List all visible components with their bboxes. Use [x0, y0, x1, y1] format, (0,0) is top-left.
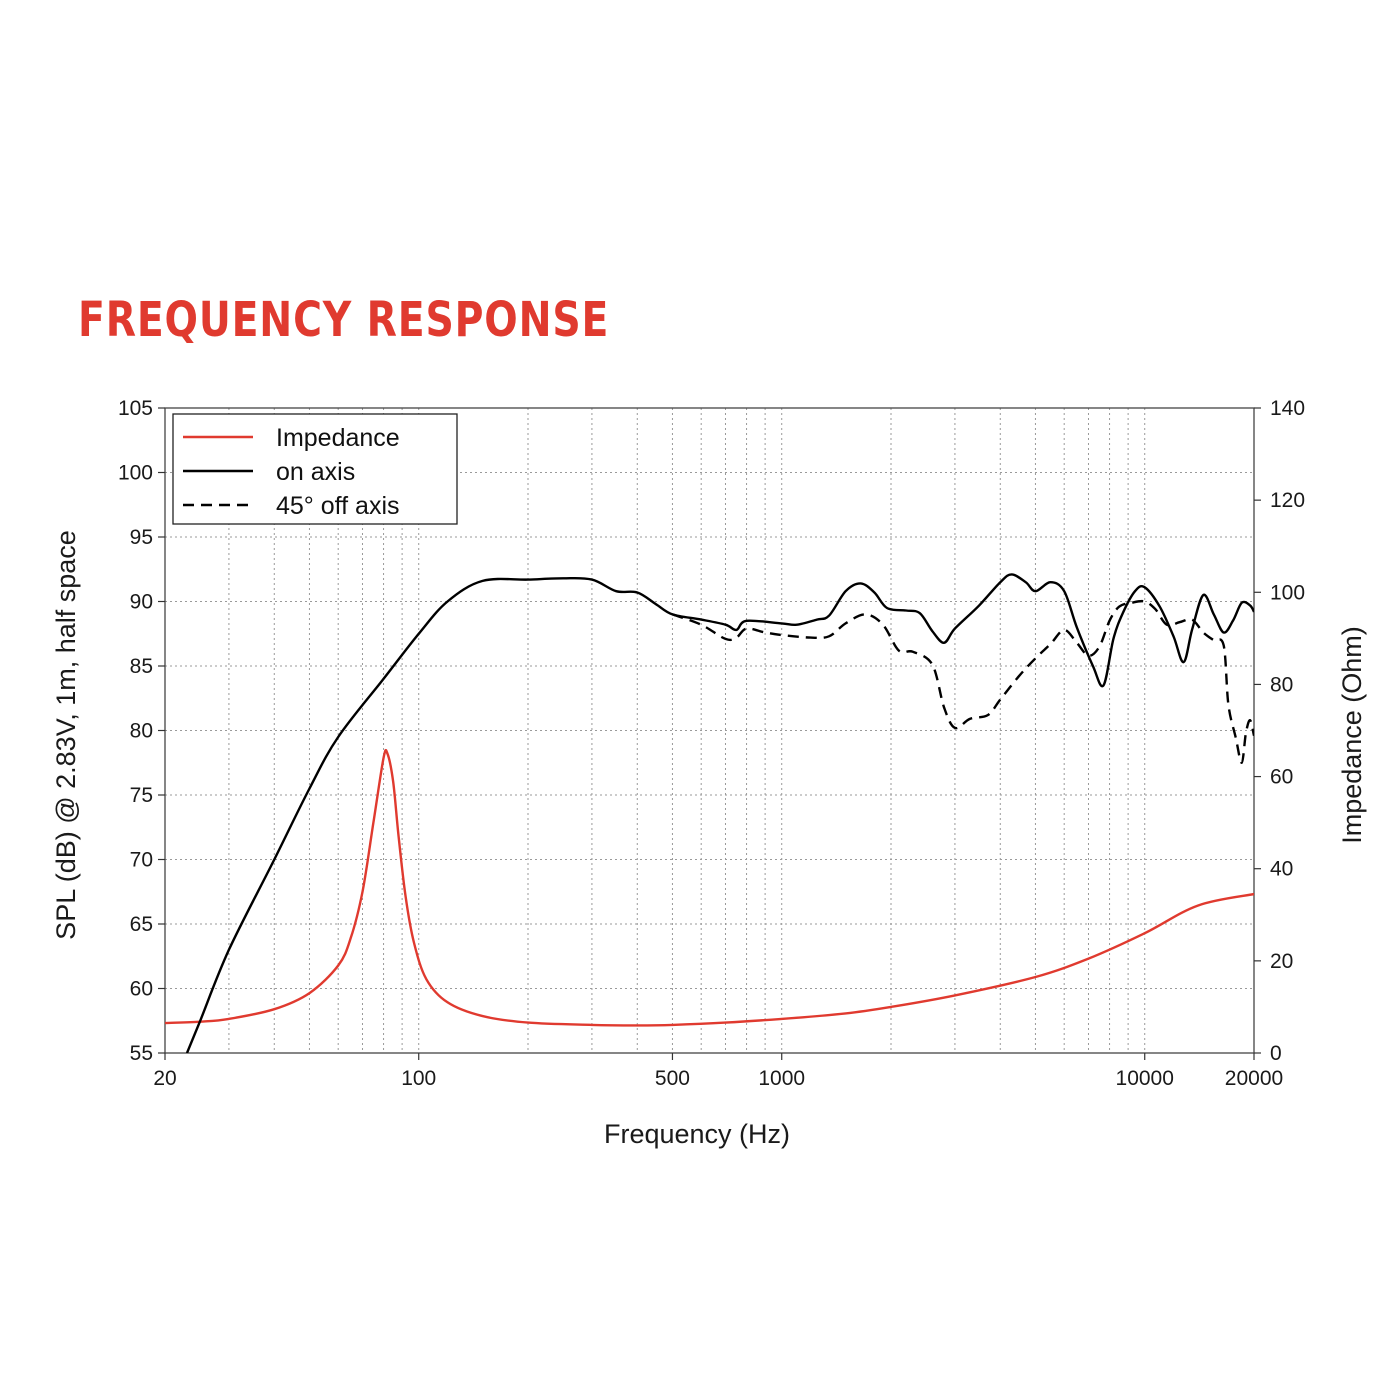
- x-tick-label: 500: [655, 1067, 690, 1090]
- x-tick-label: 1000: [758, 1067, 805, 1090]
- y-axis-label: SPL (dB) @ 2.83V, 1m, half space: [51, 530, 81, 940]
- y-tick-label: 95: [130, 526, 153, 549]
- x-tick-label: 10000: [1116, 1067, 1174, 1090]
- y-tick-label: 65: [130, 913, 153, 936]
- x-tick-label: 20000: [1225, 1067, 1283, 1090]
- y2-tick-label: 100: [1270, 581, 1305, 604]
- y2-tick-label: 60: [1270, 766, 1293, 789]
- legend-label-on-axis: on axis: [276, 458, 355, 486]
- y-tick-label: 85: [130, 655, 153, 678]
- series-lines: [165, 573, 1254, 1053]
- y2-tick-label: 20: [1270, 950, 1293, 973]
- y-tick-label: 90: [130, 591, 153, 614]
- y-tick-label: 100: [118, 462, 153, 485]
- axis-ticks: 55 60 65 70 75 80 85 90 95 100 105 0 20 40 60 80 100 120 1…: [118, 397, 1305, 1090]
- y-tick-label: 60: [130, 978, 153, 1001]
- y2-axis-label: Impedance (Ohm): [1337, 626, 1367, 844]
- series-off-axis-line: [672, 599, 1254, 765]
- x-tick-label: 100: [401, 1067, 436, 1090]
- y-tick-label: 70: [130, 849, 153, 872]
- legend-label-impedance: Impedance: [276, 424, 400, 452]
- legend-label-off-axis: 45° off axis: [276, 492, 400, 520]
- x-tick-label: 20: [153, 1067, 176, 1090]
- x-axis-label: Frequency (Hz): [604, 1119, 790, 1149]
- y-tick-label: 75: [130, 784, 153, 807]
- y2-tick-label: 80: [1270, 673, 1293, 696]
- series-impedance-line: [165, 748, 1254, 1027]
- y2-tick-label: 120: [1270, 489, 1305, 512]
- y-tick-label: 55: [130, 1042, 153, 1065]
- y-tick-label: 80: [130, 720, 153, 743]
- y2-tick-label: 140: [1270, 397, 1305, 420]
- y2-tick-label: 40: [1270, 858, 1293, 881]
- y2-tick-label: 0: [1270, 1042, 1282, 1065]
- page-title: FREQUENCY RESPONSE: [78, 292, 610, 348]
- legend: Impedance on axis 45° off axis: [172, 413, 458, 525]
- y-tick-label: 105: [118, 397, 153, 420]
- series-on-axis-line: [185, 573, 1254, 1053]
